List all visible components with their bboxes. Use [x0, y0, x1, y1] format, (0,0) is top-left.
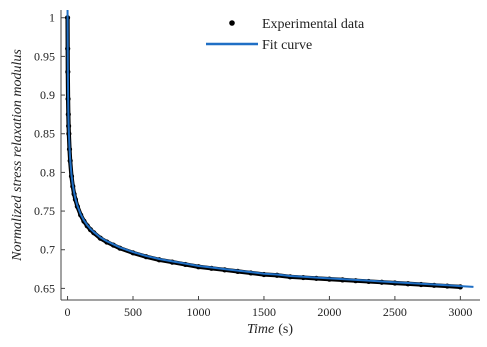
x-axis-title-text: Time	[247, 322, 274, 337]
x-tick-label: 2000	[317, 305, 341, 319]
fit-curve-line	[66, 9, 474, 288]
y-tick-label: 0.95	[34, 49, 55, 63]
x-tick-label: 1500	[252, 305, 276, 319]
series-layer	[64, 9, 474, 290]
x-tick-label: 500	[124, 305, 142, 319]
ticks-layer: 0 500 1000 1500 2000 2500 3000 0.65 0.7 0.75 0.8 0.…	[34, 11, 472, 319]
legend-label-fit: Fit curve	[262, 38, 312, 53]
x-axis-unit: (s)	[278, 322, 293, 337]
y-tick-label: 0.9	[40, 88, 55, 102]
y-tick-label: 0.85	[34, 127, 55, 141]
x-tick-label: 2500	[383, 305, 407, 319]
y-tick-label: 1	[49, 11, 55, 25]
legend-marker-experimental	[229, 20, 235, 26]
axes-layer	[60, 10, 480, 301]
x-tick-label: 1000	[186, 305, 210, 319]
y-tick-label: 0.8	[40, 165, 55, 179]
experimental-data-band	[65, 15, 463, 289]
x-tick-label: 0	[65, 305, 71, 319]
y-tick-label: 0.75	[34, 204, 55, 218]
legend: Experimental data Fit curve	[206, 17, 365, 53]
legend-label-experimental: Experimental data	[262, 17, 365, 32]
y-tick-label: 0.7	[40, 243, 55, 257]
x-tick-label: 3000	[448, 305, 472, 319]
x-axis-title: Time (s)	[247, 322, 293, 337]
y-tick-label: 0.65	[34, 281, 55, 295]
y-axis-title: Normalized stress relaxation modulus	[10, 49, 25, 262]
